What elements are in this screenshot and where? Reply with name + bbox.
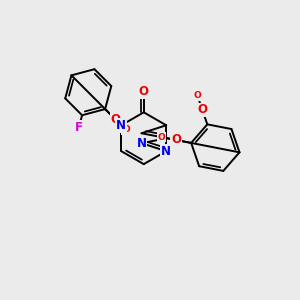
Text: O: O xyxy=(139,85,149,98)
Text: O: O xyxy=(122,125,130,134)
Text: N: N xyxy=(136,137,147,150)
Text: O: O xyxy=(110,113,121,126)
Text: N: N xyxy=(116,119,126,132)
Text: O: O xyxy=(157,133,165,142)
Text: F: F xyxy=(75,121,83,134)
Text: O: O xyxy=(197,103,207,116)
Text: N: N xyxy=(161,145,171,158)
Text: O: O xyxy=(194,91,201,100)
Text: O: O xyxy=(171,134,181,146)
